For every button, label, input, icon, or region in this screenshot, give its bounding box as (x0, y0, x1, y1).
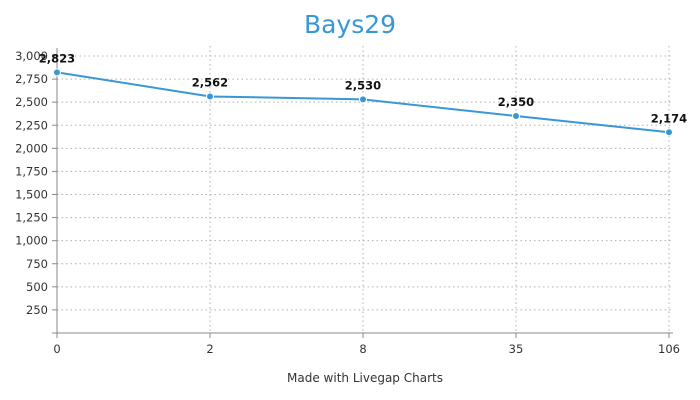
data-label: 2,823 (39, 51, 75, 65)
y-axis-ticks: 250 500 750 1,000 1,250 1,500 1,750 2,000 2,250 2… (15, 49, 48, 317)
x-tick-label: 2 (206, 342, 213, 356)
data-label: 2,530 (345, 78, 381, 92)
y-tick-label: 750 (26, 257, 48, 271)
data-point[interactable] (53, 68, 61, 77)
y-tick-label: 1,250 (15, 211, 48, 225)
axes (52, 48, 673, 338)
y-tick-label: 2,500 (15, 95, 48, 109)
chart-title: Bays29 (303, 10, 397, 39)
y-tick-label: 2,250 (15, 118, 48, 132)
y-tick-label: 500 (26, 280, 48, 294)
y-tick-label: 2,000 (15, 141, 48, 155)
x-tick-label: 0 (53, 342, 60, 356)
y-tick-label: 1,000 (15, 234, 48, 248)
data-point[interactable] (512, 112, 520, 121)
footer-credit: Made with Livegap Charts (287, 371, 443, 385)
y-tick-label: 1,500 (15, 188, 48, 202)
x-axis-ticks: 0 2 8 35 106 (53, 342, 680, 356)
data-labels: 2,823 2,562 2,530 2,350 2,174 (39, 51, 687, 125)
grid-lines (57, 46, 673, 333)
y-tick-label: 1,750 (15, 164, 48, 178)
data-label: 2,174 (651, 111, 687, 125)
data-point[interactable] (359, 95, 367, 104)
y-tick-label: 2,750 (15, 72, 48, 86)
x-tick-label: 8 (359, 342, 366, 356)
x-tick-label: 35 (509, 342, 524, 356)
data-label: 2,562 (192, 75, 228, 89)
data-point[interactable] (206, 92, 214, 101)
y-tick-label: 3,000 (15, 49, 48, 63)
data-point[interactable] (665, 128, 673, 137)
x-tick-label: 106 (658, 342, 680, 356)
data-label: 2,350 (498, 95, 534, 109)
data-series (53, 68, 673, 137)
y-tick-label: 250 (26, 303, 48, 317)
